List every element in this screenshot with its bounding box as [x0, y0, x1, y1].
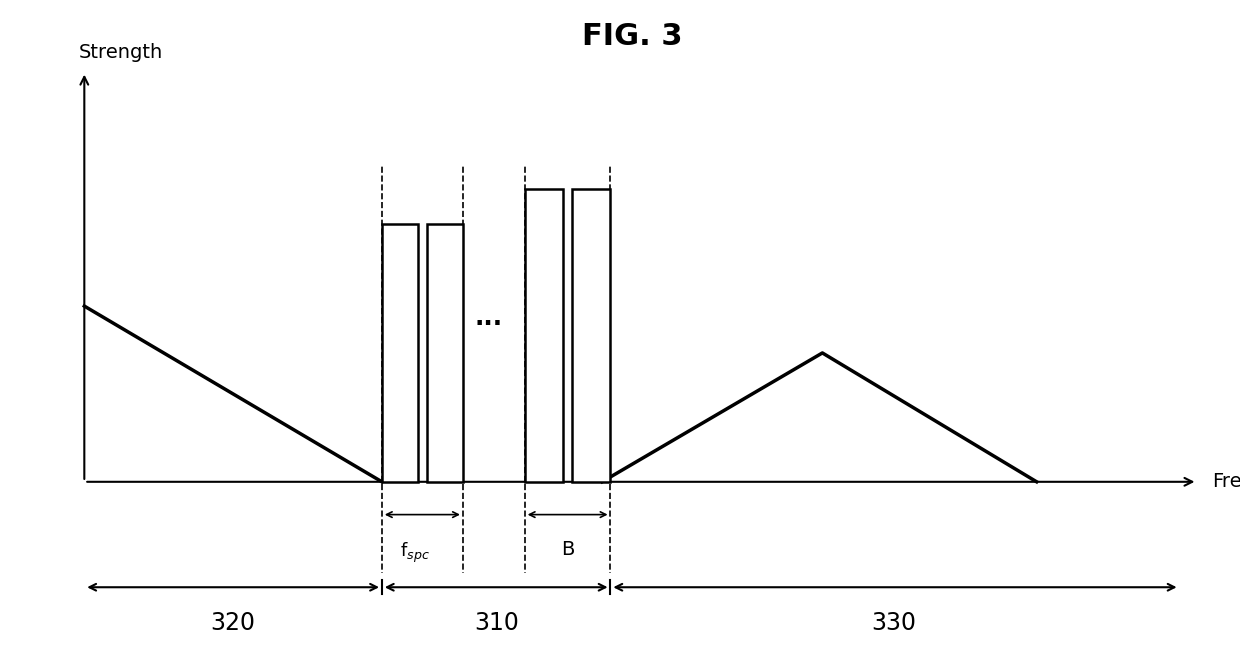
Text: 320: 320 — [211, 611, 255, 635]
Bar — [525, 189, 563, 482]
Text: Strength: Strength — [78, 43, 162, 63]
Bar — [427, 224, 463, 482]
Text: FIG. 3: FIG. 3 — [582, 22, 682, 51]
Text: f$_{spc}$: f$_{spc}$ — [401, 540, 430, 565]
Text: B: B — [560, 540, 574, 559]
Text: Frequency: Frequency — [1211, 473, 1240, 492]
Text: ...: ... — [475, 306, 503, 330]
Bar — [382, 224, 418, 482]
Text: 310: 310 — [474, 611, 518, 635]
Bar — [573, 189, 610, 482]
Text: 330: 330 — [872, 611, 916, 635]
